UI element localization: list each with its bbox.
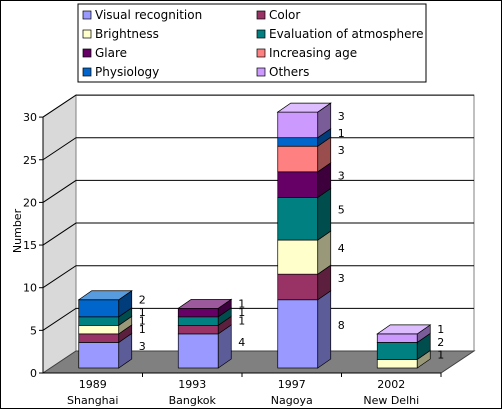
y-tick-label: 25 xyxy=(23,154,37,167)
bars xyxy=(77,102,432,369)
data-label: 1 xyxy=(139,306,146,319)
legend-label: Increasing age xyxy=(269,46,357,60)
bar-segment xyxy=(78,316,120,326)
bar-segment-top xyxy=(77,290,133,301)
data-label: 3 xyxy=(139,340,146,353)
data-label: 1 xyxy=(437,349,444,362)
data-label: 1 xyxy=(139,315,146,328)
bar-segment xyxy=(376,342,418,360)
data-label: 1 xyxy=(238,315,245,328)
data-label: 2 xyxy=(139,293,146,306)
legend: Visual recognition Color Brightness Evaluat… xyxy=(77,3,427,83)
bar-segment xyxy=(177,325,219,335)
bar-segment xyxy=(78,342,120,369)
bar-segment xyxy=(78,325,120,335)
bar-segment xyxy=(277,197,319,241)
x-tick-label-city: Nagoya xyxy=(271,394,313,407)
legend-label: Visual recognition xyxy=(95,8,202,22)
legend-swatch xyxy=(82,29,92,39)
gridline xyxy=(42,137,474,161)
bar-segment xyxy=(277,239,319,275)
x-tick-label-year: 1993 xyxy=(178,378,206,391)
x-tick-label-city: Bangkok xyxy=(169,394,217,407)
gridline xyxy=(42,265,474,289)
x-tick-label-year: 2002 xyxy=(377,378,405,391)
y-tick-label: 20 xyxy=(23,196,37,209)
bar-segment xyxy=(78,299,120,318)
data-label: 4 xyxy=(338,242,345,255)
bar-segment xyxy=(277,299,319,369)
legend-box xyxy=(77,3,427,83)
bar-segment xyxy=(277,137,319,147)
data-label: 3 xyxy=(338,272,345,285)
legend-label: Brightness xyxy=(95,27,159,41)
data-label: 2 xyxy=(437,336,444,349)
data-label: 3 xyxy=(338,110,345,123)
legend-swatch xyxy=(256,29,266,39)
gridline xyxy=(42,179,474,203)
legend-label: Physiology xyxy=(95,65,159,79)
gridline xyxy=(42,222,474,246)
legend-swatch xyxy=(256,67,266,77)
bar-segment xyxy=(376,359,418,369)
data-label: 8 xyxy=(338,319,345,332)
bar-segment xyxy=(277,273,319,301)
bar-segment xyxy=(177,307,219,318)
x-axis: 1989 Shanghai 1993 Bangkok 1997 Nagoya 2002 New… xyxy=(43,372,442,407)
y-axis: 0 5 10 15 20 25 30 xyxy=(23,111,44,380)
bar-segment-top xyxy=(376,324,432,335)
data-label: 3 xyxy=(338,170,345,183)
bar-segment xyxy=(376,333,418,343)
x-tick-label-year: 1989 xyxy=(79,378,107,391)
gridlines xyxy=(42,94,474,331)
gridline xyxy=(42,94,474,118)
bar-segment-top xyxy=(276,102,332,113)
legend-label: Color xyxy=(269,8,300,22)
data-label: 1 xyxy=(437,323,444,336)
y-tick-label: 15 xyxy=(23,239,37,252)
bar-segment xyxy=(277,145,319,173)
data-label: 5 xyxy=(338,204,345,217)
x-tick-label-city: New Delhi xyxy=(363,394,419,407)
legend-swatch xyxy=(256,10,266,20)
data-label: 1 xyxy=(238,298,245,311)
gridline xyxy=(42,307,474,331)
legend-label: Glare xyxy=(95,46,127,60)
data-label: 1 xyxy=(238,306,245,319)
bar-segment xyxy=(78,333,120,343)
y-tick-label: 30 xyxy=(23,111,37,124)
legend-swatch xyxy=(82,10,92,20)
legend-swatch xyxy=(82,67,92,77)
data-label: 1 xyxy=(139,323,146,336)
data-label: 1 xyxy=(338,127,345,140)
y-tick-label: 10 xyxy=(23,282,37,295)
x-tick-label-year: 1997 xyxy=(278,378,306,391)
bar-segment-top xyxy=(177,298,233,309)
x-tick-label-city: Shanghai xyxy=(67,394,118,407)
y-tick-label: 5 xyxy=(30,324,37,337)
bar-segment xyxy=(177,333,219,369)
y-tick-label: 0 xyxy=(30,367,37,380)
legend-swatch xyxy=(256,48,266,58)
legend-label: Others xyxy=(269,65,309,79)
bar-segment-side xyxy=(317,290,332,369)
legend-swatch xyxy=(82,48,92,58)
y-axis-title: Number xyxy=(11,208,24,253)
data-label: 4 xyxy=(238,336,245,349)
bar-segment xyxy=(277,171,319,198)
bar-segment xyxy=(177,316,219,326)
data-label: 3 xyxy=(338,144,345,157)
bar-segment xyxy=(277,111,319,139)
legend-label: Evaluation of atmosphere xyxy=(269,27,424,41)
